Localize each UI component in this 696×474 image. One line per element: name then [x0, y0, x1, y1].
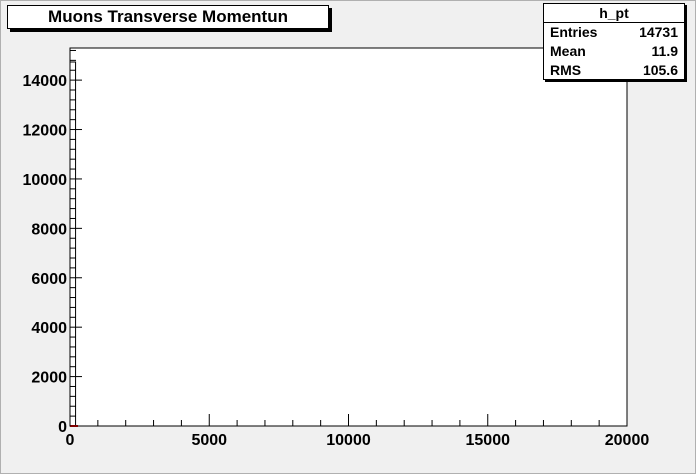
stats-row-entries: Entries 14731	[544, 23, 684, 42]
y-tick-label: 4000	[31, 320, 67, 337]
y-tick-label: 8000	[31, 221, 67, 238]
x-tick-label: 5000	[191, 432, 227, 449]
histogram-bin	[69, 61, 77, 426]
x-tick-label: 10000	[326, 432, 371, 449]
stats-label: Mean	[550, 43, 586, 59]
x-tick-label: 15000	[466, 432, 511, 449]
stats-value: 14731	[639, 24, 678, 40]
stats-label: Entries	[550, 24, 598, 40]
stats-label: RMS	[550, 62, 582, 78]
y-tick-label: 0	[58, 419, 67, 436]
stats-title: h_pt	[544, 4, 684, 23]
stats-row-mean: Mean 11.9	[544, 42, 684, 61]
stats-row-rms: RMS 105.6	[544, 61, 684, 80]
x-tick-label: 20000	[605, 432, 650, 449]
y-tick-label: 14000	[23, 73, 68, 90]
y-axis: 0 2000 4000 6000 8000 10000 12000 14000	[23, 49, 82, 436]
y-tick-label: 10000	[23, 172, 68, 189]
x-tick-label: 0	[66, 432, 75, 449]
x-axis: 0 5000 10000 15000 20000	[66, 414, 650, 449]
stats-value: 105.6	[642, 62, 678, 78]
plot-frame	[69, 47, 628, 427]
stats-value: 11.9	[651, 43, 678, 59]
y-tick-label: 6000	[31, 271, 67, 288]
y-tick-label: 12000	[23, 123, 68, 140]
chart-title: Muons Transverse Momentun	[7, 5, 329, 29]
stats-box: h_pt Entries 14731 Mean 11.9 RMS 105.6	[543, 3, 685, 80]
y-tick-label: 2000	[31, 370, 67, 387]
